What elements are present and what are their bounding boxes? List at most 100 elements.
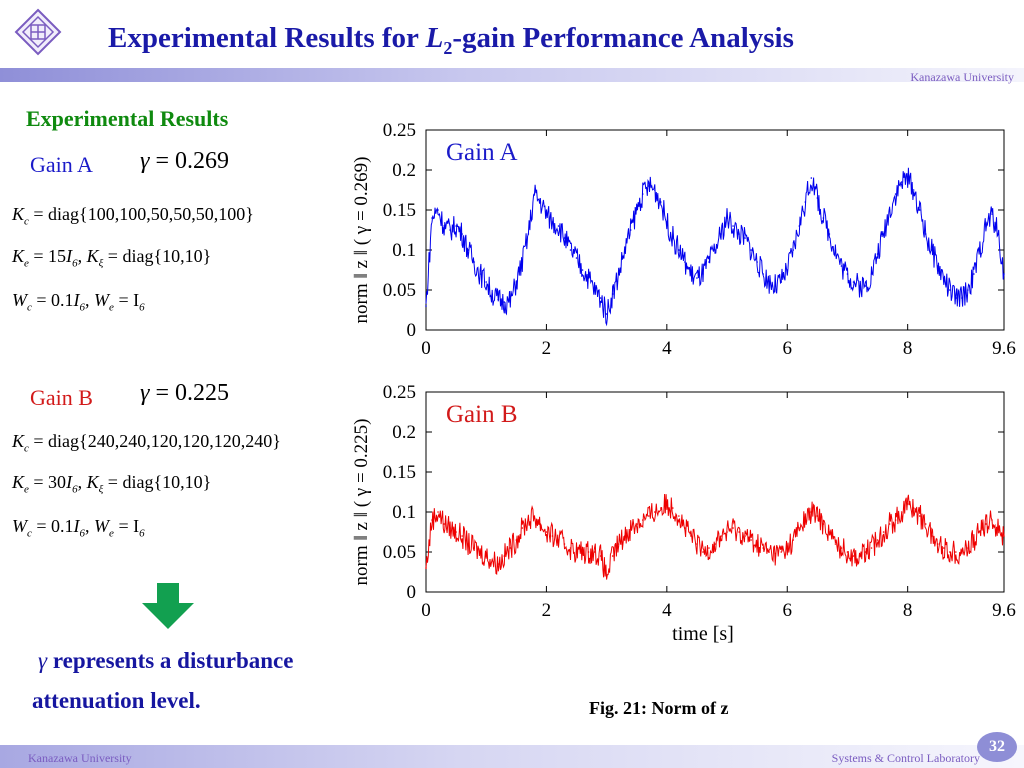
data-point: [979, 249, 981, 251]
y-tick-label: 0.15: [383, 200, 416, 221]
data-point: [587, 551, 590, 553]
x-tick-label: 6: [783, 338, 793, 359]
data-point: [569, 249, 572, 251]
data-point: [846, 273, 849, 275]
data-point: [810, 177, 813, 179]
y-tick-label: 0.25: [383, 120, 416, 141]
data-point: [786, 547, 789, 549]
data-point: [455, 225, 457, 227]
data-point: [918, 515, 921, 517]
y-tick-label: 0.1: [392, 502, 416, 523]
data-point: [852, 555, 855, 557]
data-point: [684, 261, 686, 263]
data-point: [750, 539, 752, 541]
data-point: [822, 523, 825, 525]
x-tick-label: 9.6: [992, 600, 1016, 621]
data-point: [678, 515, 680, 517]
data-point: [882, 233, 885, 235]
data-point: [912, 507, 915, 509]
data-point: [979, 531, 981, 533]
data-point: [780, 551, 783, 553]
data-point: [660, 507, 662, 509]
y-axis-label: norm ‖ z ‖ ( γ = 0.269): [351, 157, 372, 324]
data-point: [738, 233, 740, 235]
data-point: [888, 523, 891, 525]
data-point: [575, 551, 578, 553]
data-point: [581, 269, 584, 271]
data-point: [611, 293, 614, 295]
data-point: [497, 563, 500, 565]
data-point: [672, 237, 674, 239]
data-point: [551, 535, 554, 537]
data-point: [991, 213, 993, 215]
data-point: [955, 297, 957, 299]
university-name-bottom: Kanazawa University: [28, 751, 132, 765]
data-point: [997, 527, 999, 529]
data-point: [708, 547, 710, 549]
data-point: [846, 551, 849, 553]
data-point: [744, 535, 746, 537]
data-point: [599, 297, 602, 299]
data-point: [828, 233, 831, 235]
data-point: [629, 229, 632, 231]
data-point: [479, 273, 481, 275]
y-tick-label: 0.2: [392, 422, 416, 443]
gain-a-weights: Wc = 0.1I6, We = I6: [12, 290, 145, 314]
data-point: [955, 551, 957, 553]
data-point: [563, 543, 566, 545]
data-point: [792, 249, 795, 251]
data-point: [545, 531, 548, 533]
data-point: [997, 233, 999, 235]
data-point: [780, 281, 783, 283]
y-tick-label: 0.05: [383, 280, 416, 301]
data-point: [918, 209, 921, 211]
y-tick-label: 0: [407, 582, 417, 603]
data-point: [611, 555, 614, 557]
data-point: [599, 555, 602, 557]
data-point: [930, 249, 933, 251]
data-point: [581, 551, 584, 553]
y-tick-label: 0.15: [383, 462, 416, 483]
y-tick-label: 0.25: [383, 382, 416, 403]
plot-frame: [425, 391, 1005, 593]
data-point: [792, 539, 795, 541]
data-point: [551, 221, 554, 223]
gain-b-ke: Ke = 30I6, Kξ = diag{10,10}: [12, 472, 212, 496]
legend-label: Gain B: [446, 401, 518, 428]
x-tick-label: 6: [783, 600, 793, 621]
x-tick-label: 9.6: [992, 338, 1016, 359]
data-point: [702, 273, 704, 275]
data-point: [503, 555, 506, 557]
data-point: [720, 535, 722, 537]
chart-gain-a: 0 0.05 0.1 0.15 0.2 0.25 0 2 4 6 8 9.6 Gain A norm ‖ …: [351, 120, 1016, 359]
data-point: [696, 277, 698, 279]
y-axis-label: norm ‖ z ‖ ( γ = 0.225): [351, 419, 372, 586]
data-point: [714, 543, 716, 545]
data-point: [804, 519, 807, 521]
data-point: [539, 201, 542, 203]
lab-name: Systems & Control Laboratory: [831, 751, 980, 765]
data-point: [696, 543, 698, 545]
data-point: [497, 298, 500, 301]
data-point: [756, 543, 758, 545]
data-point: [894, 519, 897, 521]
y-tick-label: 0.1: [392, 240, 416, 261]
gain-a-ke: Ke = 15I6, Kξ = diag{10,10}: [12, 246, 212, 270]
data-point: [906, 503, 909, 505]
data-point: [967, 289, 969, 291]
data-point: [900, 181, 903, 183]
data-point: [882, 531, 885, 533]
data-point: [774, 285, 777, 287]
data-point: [834, 249, 837, 251]
gain-b-weights: Wc = 0.1I6, We = I6: [12, 516, 145, 540]
data-point: [804, 201, 807, 203]
gamma-note-line2: attenuation level.: [32, 688, 201, 713]
data-point: [575, 257, 578, 259]
data-point: [593, 551, 596, 553]
data-point: [647, 515, 650, 517]
data-point: [690, 273, 692, 275]
data-point: [629, 527, 632, 529]
data-point: [491, 293, 494, 295]
data-point: [467, 249, 469, 251]
university-name-top: Kanazawa University: [910, 70, 1014, 84]
